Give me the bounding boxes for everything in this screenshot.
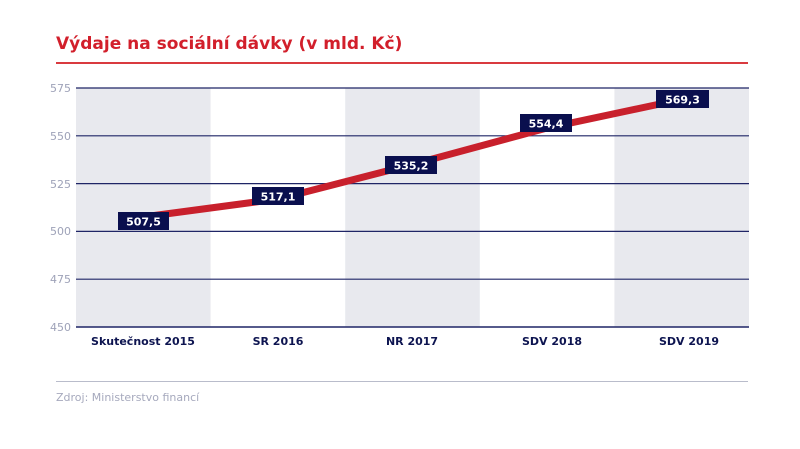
data-label-2015: 507,5 bbox=[118, 212, 169, 230]
chart-title: Výdaje na sociální dávky (v mld. Kč) bbox=[56, 34, 403, 54]
y-tick-525: 525 bbox=[50, 178, 71, 191]
data-labels: 507,5 517,1 535,2 554,4 569,3 bbox=[118, 90, 709, 230]
x-axis: Skutečnost 2015 SR 2016 NR 2017 SDV 2018… bbox=[91, 335, 719, 348]
x-tick-2015: Skutečnost 2015 bbox=[91, 335, 195, 348]
y-tick-500: 500 bbox=[50, 225, 71, 238]
category-bands bbox=[76, 88, 749, 327]
data-label-2016: 517,1 bbox=[252, 187, 304, 205]
svg-text:535,2: 535,2 bbox=[394, 160, 429, 173]
y-tick-575: 575 bbox=[50, 82, 71, 95]
x-tick-2017: NR 2017 bbox=[386, 335, 438, 348]
title-divider bbox=[56, 62, 748, 64]
svg-text:554,4: 554,4 bbox=[529, 118, 564, 131]
svg-text:507,5: 507,5 bbox=[126, 216, 161, 229]
y-tick-475: 475 bbox=[50, 273, 71, 286]
source-note: Zdroj: Ministerstvo financí bbox=[56, 391, 200, 404]
gridlines bbox=[76, 87, 749, 328]
svg-text:569,3: 569,3 bbox=[665, 94, 700, 107]
y-tick-550: 550 bbox=[50, 130, 71, 143]
x-tick-2018: SDV 2018 bbox=[522, 335, 582, 348]
x-tick-2019: SDV 2019 bbox=[659, 335, 719, 348]
svg-text:517,1: 517,1 bbox=[261, 191, 296, 204]
y-axis: 575 550 525 500 475 450 bbox=[50, 82, 71, 334]
band-2017 bbox=[345, 88, 480, 327]
data-label-2019: 569,3 bbox=[656, 90, 709, 108]
x-tick-2016: SR 2016 bbox=[253, 335, 304, 348]
data-label-2018: 554,4 bbox=[520, 114, 572, 132]
y-tick-450: 450 bbox=[50, 321, 71, 334]
data-label-2017: 535,2 bbox=[385, 156, 437, 174]
source-divider bbox=[56, 381, 748, 382]
band-2019 bbox=[614, 88, 749, 327]
